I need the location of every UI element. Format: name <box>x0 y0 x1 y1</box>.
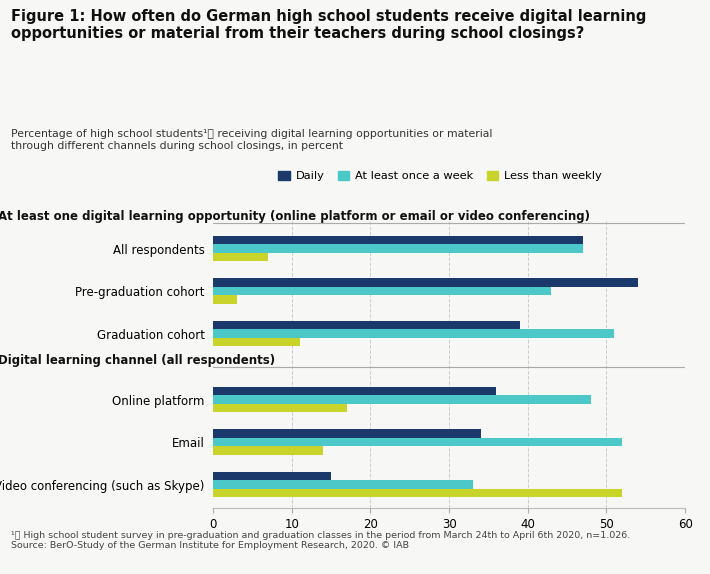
Text: At least one digital learning opportunity (online platform or email or video con: At least one digital learning opportunit… <box>0 210 590 223</box>
Bar <box>213 395 591 404</box>
Bar <box>213 472 331 480</box>
Bar <box>213 253 268 261</box>
Bar <box>213 489 622 497</box>
Bar <box>213 387 496 395</box>
Bar <box>213 429 481 438</box>
Legend: Daily, At least once a week, Less than weekly: Daily, At least once a week, Less than w… <box>274 166 606 186</box>
Text: ¹⧠ High school student survey in pre-graduation and graduation classes in the pe: ¹⧠ High school student survey in pre-gra… <box>11 531 630 550</box>
Bar <box>213 404 346 412</box>
Bar <box>213 296 236 304</box>
Bar <box>213 338 300 347</box>
Bar <box>213 245 583 253</box>
Bar <box>213 438 622 447</box>
Text: Figure 1: How often do German high school students receive digital learning
oppo: Figure 1: How often do German high schoo… <box>11 9 646 41</box>
Bar <box>213 321 520 329</box>
Bar <box>213 278 638 287</box>
Text: Digital learning channel (all respondents): Digital learning channel (all respondent… <box>0 354 275 367</box>
Bar <box>213 329 614 338</box>
Bar <box>213 236 583 245</box>
Bar <box>213 287 552 296</box>
Bar <box>213 480 473 489</box>
Bar <box>213 447 323 455</box>
Text: Percentage of high school students¹⧠ receiving digital learning opportunities or: Percentage of high school students¹⧠ rec… <box>11 129 492 151</box>
